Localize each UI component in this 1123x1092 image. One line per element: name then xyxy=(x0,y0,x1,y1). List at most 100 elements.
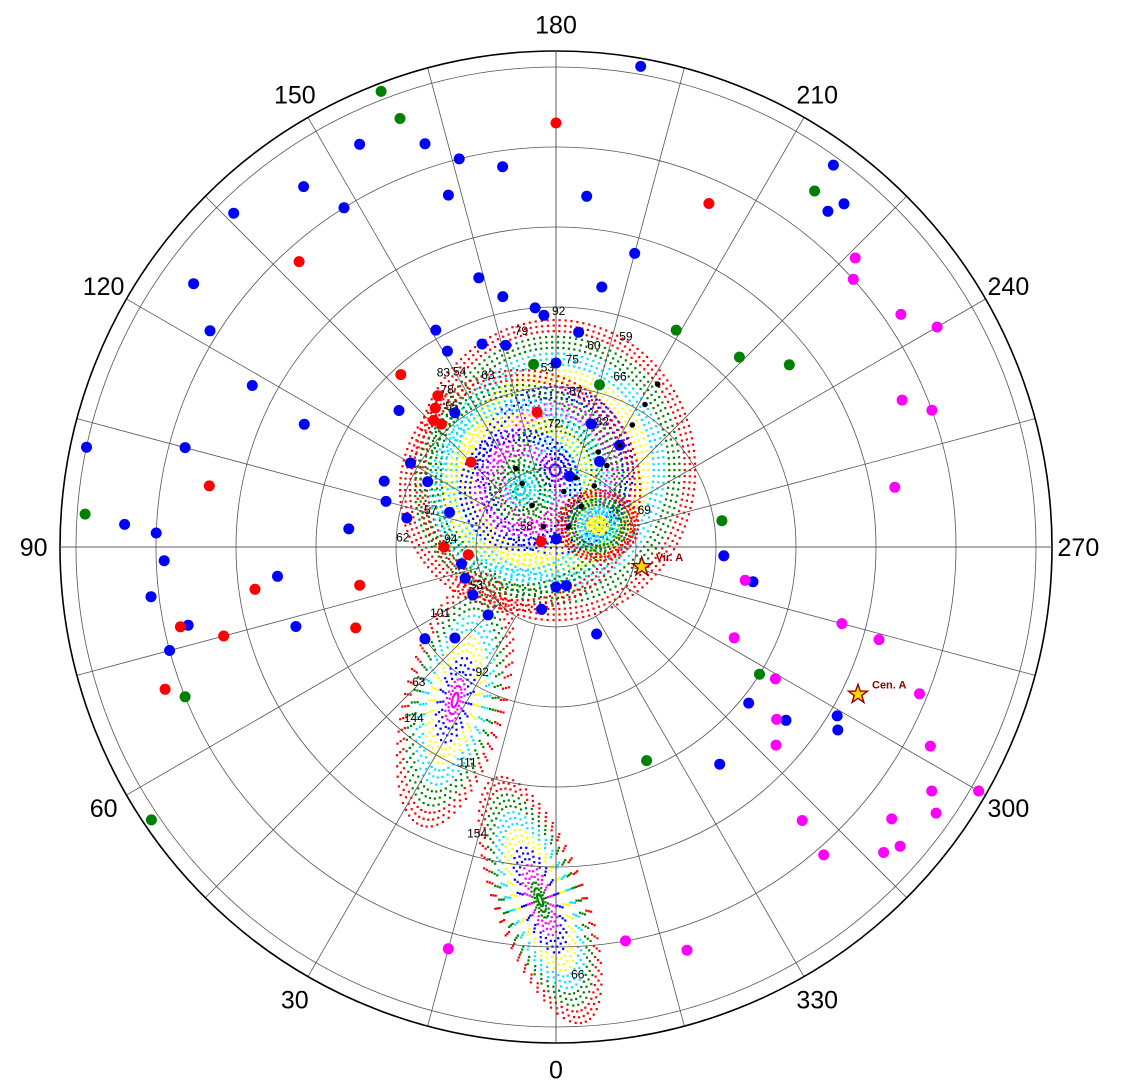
contour-dot xyxy=(585,533,588,536)
contour-dot xyxy=(589,352,592,355)
contour-dot xyxy=(469,379,472,382)
contour-dot xyxy=(563,455,566,458)
contour-dot xyxy=(530,977,533,980)
contour-dot xyxy=(522,469,525,472)
contour-dot xyxy=(663,504,666,507)
contour-dot xyxy=(485,588,488,591)
contour-dot xyxy=(415,526,418,529)
contour-dot xyxy=(516,488,519,491)
contour-dot xyxy=(606,452,609,455)
contour-dot xyxy=(551,604,554,607)
contour-dot xyxy=(528,399,531,402)
contour-dot xyxy=(653,499,656,502)
contour-dot xyxy=(507,568,510,571)
contour-dot xyxy=(667,457,670,460)
contour-dot xyxy=(434,462,437,465)
contour-dot xyxy=(486,530,489,533)
contour-dot xyxy=(460,442,463,445)
contour-dot xyxy=(494,709,497,712)
contour-dot xyxy=(523,459,526,462)
contour-dot xyxy=(489,454,493,457)
contour-dot xyxy=(468,726,471,729)
contour-dot xyxy=(552,985,555,988)
contour-dot xyxy=(426,442,429,445)
contour-dot xyxy=(448,712,452,715)
contour-dot xyxy=(546,557,549,560)
contour-dot xyxy=(528,384,531,387)
contour-dot xyxy=(571,901,574,904)
contour-dot xyxy=(469,673,472,676)
contour-dot xyxy=(486,880,489,883)
contour-dot xyxy=(522,498,525,501)
contour-dot xyxy=(451,520,454,523)
contour-dot xyxy=(653,398,656,402)
contour-dot xyxy=(671,493,674,496)
contour-dot xyxy=(652,469,655,472)
contour-dot xyxy=(573,532,576,535)
contour-dot xyxy=(647,421,650,424)
contour-dot xyxy=(574,418,577,421)
contour-dot xyxy=(487,538,490,541)
contour-dot xyxy=(493,572,496,576)
contour-dot xyxy=(572,872,575,876)
contour-dot xyxy=(436,387,439,390)
contour-dot xyxy=(436,444,440,447)
contour-dot xyxy=(484,731,487,734)
contour-dot xyxy=(584,351,587,354)
contour-dot xyxy=(515,479,519,482)
contour-dot xyxy=(681,406,684,409)
contour-dot xyxy=(485,561,488,564)
contour-dot xyxy=(493,616,496,619)
contour-dot xyxy=(465,452,468,455)
contour-dot xyxy=(516,569,519,572)
contour-dot xyxy=(566,593,569,597)
contour-dot xyxy=(418,489,422,492)
contour-dot xyxy=(533,608,537,611)
contour-dot xyxy=(467,431,470,434)
contour-dot xyxy=(517,471,520,474)
contour-dot xyxy=(522,609,525,612)
contour-dot xyxy=(498,802,501,805)
contour-dot xyxy=(632,497,635,500)
contour-dot xyxy=(655,525,658,529)
contour-dot xyxy=(499,597,503,600)
contour-dot xyxy=(638,371,641,374)
contour-dot xyxy=(529,571,532,574)
contour-dot xyxy=(534,429,537,432)
contour-dot xyxy=(451,457,454,460)
contour-dot xyxy=(610,558,613,561)
contour-dot xyxy=(490,444,493,447)
contour-dot xyxy=(628,430,631,433)
contour-dot xyxy=(568,522,571,525)
contour-dot xyxy=(543,484,546,487)
contour-dot xyxy=(684,505,687,508)
contour-dot xyxy=(499,380,503,383)
contour-dot xyxy=(477,654,480,657)
contour-dot xyxy=(619,518,622,521)
contour-dot xyxy=(596,560,599,563)
contour-dot xyxy=(444,497,447,501)
contour-dot xyxy=(435,790,438,793)
contour-dot xyxy=(573,1016,576,1019)
contour-dot xyxy=(575,914,578,917)
contour-dot xyxy=(431,686,434,689)
contour-dot xyxy=(612,505,615,508)
contour-dot xyxy=(538,802,541,805)
contour-dot xyxy=(467,685,470,688)
contour-dot xyxy=(520,936,523,939)
contour-dot xyxy=(504,369,507,373)
contour-dot xyxy=(459,366,462,369)
contour-dot xyxy=(585,996,588,999)
contour-dot xyxy=(476,472,479,475)
contour-dot xyxy=(434,751,437,755)
contour-dot xyxy=(550,449,553,452)
contour-dot xyxy=(508,459,511,462)
contour-dot xyxy=(471,474,474,477)
contour-dot xyxy=(459,497,462,501)
contour-dot xyxy=(433,671,436,674)
contour-dot xyxy=(593,500,596,504)
contour-dot xyxy=(489,590,492,593)
contour-dot xyxy=(629,489,632,492)
contour-dot xyxy=(540,485,543,489)
contour-dot xyxy=(439,432,442,435)
